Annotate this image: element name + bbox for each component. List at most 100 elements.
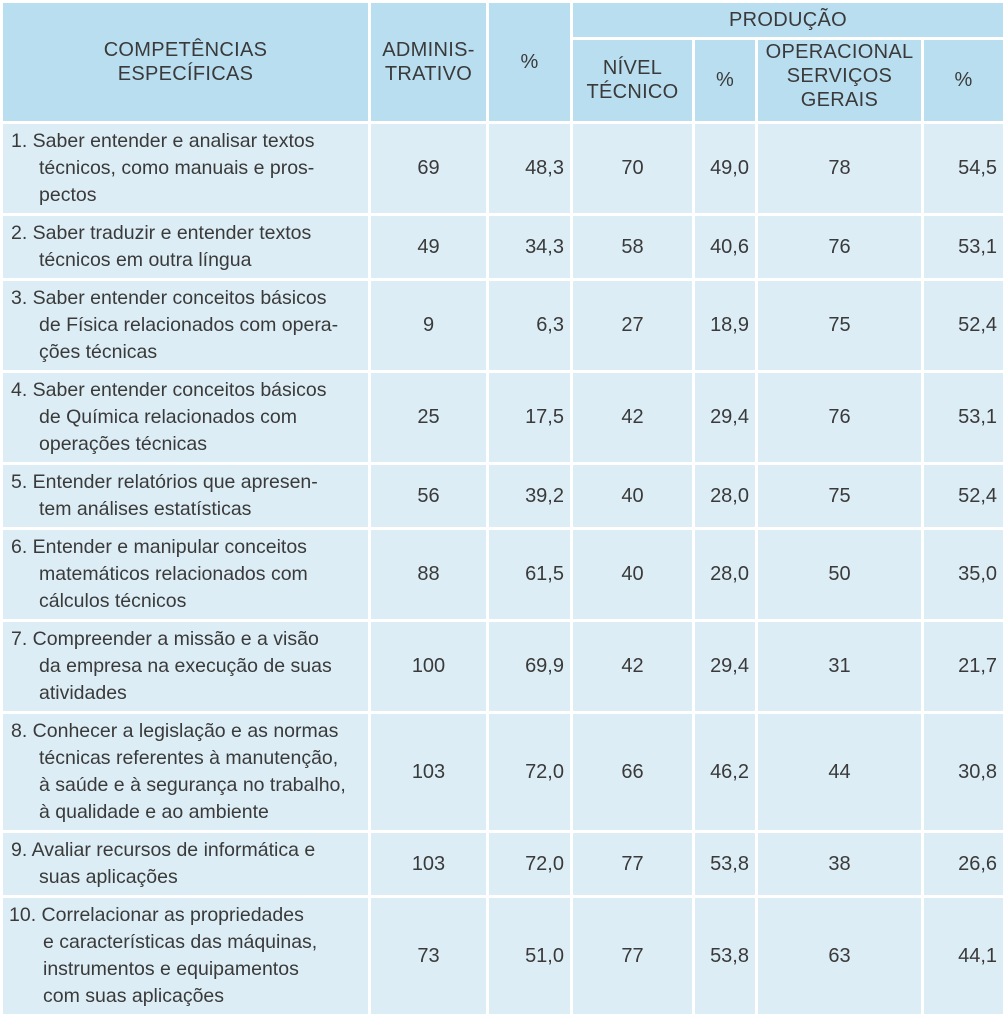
table-body: 1. Saber entender e analisar textos técni… [0, 121, 1007, 1017]
nivel-tecnico-pct: 46,2 [692, 711, 758, 833]
competencia-description-line: 6. Entender e manipular conceitos [11, 536, 307, 558]
nivel-tecnico-pct: 49,0 [692, 121, 758, 216]
nivel-tecnico-pct: 40,6 [692, 213, 758, 281]
table-row: 1. Saber entender e analisar textos técni… [0, 121, 1007, 216]
nivel-tecnico-count: 77 [570, 895, 695, 1017]
competencia-description: 2. Saber traduzir e entender textos técni… [0, 213, 371, 281]
operacional-count: 31 [755, 619, 924, 714]
nivel-tecnico-count: 27 [570, 278, 695, 373]
competencia-description: 5. Entender relatórios que apresen-tem a… [0, 462, 371, 530]
competencia-description-line: instrumentos e equipamentos [43, 958, 299, 980]
header-competencias-line-1: COMPETÊNCIAS [103, 39, 268, 61]
competencia-description-line: técnicos, como manuais e pros- [39, 157, 315, 179]
competencia-description-line: 8. Conhecer a legislação e as normas [11, 720, 339, 742]
nivel-tecnico-count: 70 [570, 121, 695, 216]
nivel-tecnico-pct: 29,4 [692, 370, 758, 465]
header-administrativo-line-1: ADMINIS- [382, 39, 475, 61]
competencia-description-line: técnicas referentes à manutenção, [39, 747, 339, 769]
competencia-description-line: e características das máquinas, [43, 931, 318, 953]
operacional-pct: 53,1 [920, 370, 1007, 465]
operacional-count: 38 [755, 830, 924, 898]
competencia-description-line: 2. Saber traduzir e entender textos [11, 222, 312, 244]
competencia-description-line: da empresa na execução de suas [39, 655, 332, 677]
administrativo-count: 88 [368, 527, 489, 622]
administrativo-pct: 72,0 [486, 711, 573, 833]
table-row: 9. Avaliar recursos de informática e suas… [0, 830, 1007, 898]
header-tec-pct: % [692, 36, 758, 125]
nivel-tecnico-pct: 18,9 [692, 278, 758, 373]
operacional-pct: 52,4 [920, 278, 1007, 373]
competencia-description-line: operações técnicas [39, 433, 208, 455]
header-op-pct: % [920, 36, 1007, 125]
nivel-tecnico-count: 77 [570, 830, 695, 898]
competencia-description-line: matemáticos relacionados com [39, 563, 308, 585]
header-operacional-line-3: GERAIS [800, 88, 879, 111]
competencia-description-line: de Química relacionados com [39, 406, 297, 428]
operacional-count: 76 [755, 370, 924, 465]
operacional-count: 76 [755, 213, 924, 281]
nivel-tecnico-pct: 53,8 [692, 830, 758, 898]
nivel-tecnico-pct: 29,4 [692, 619, 758, 714]
competencia-description: 7. Compreender a missão e a visão da empr… [0, 619, 371, 714]
table-row: 6. Entender e manipular conceitos matemát… [0, 527, 1007, 622]
administrativo-count: 103 [368, 830, 489, 898]
operacional-pct: 54,5 [920, 121, 1007, 216]
operacional-count: 63 [755, 895, 924, 1017]
competencia-description-line: 1. Saber entender e analisar textos [11, 130, 315, 152]
header-competencias: COMPETÊNCIAS ESPECÍFICAS [0, 0, 371, 124]
competencia-description-line: 7. Compreender a missão e a visão [11, 628, 319, 650]
header-operacional: OPERACIONAL SERVIÇOS GERAIS [755, 36, 924, 125]
nivel-tecnico-pct: 28,0 [692, 527, 758, 622]
administrativo-pct: 17,5 [486, 370, 573, 465]
operacional-pct: 52,4 [920, 462, 1007, 530]
competencia-description: 6. Entender e manipular conceitos matemát… [0, 527, 371, 622]
operacional-count: 75 [755, 462, 924, 530]
operacional-pct: 35,0 [920, 527, 1007, 622]
operacional-count: 44 [755, 711, 924, 833]
nivel-tecnico-count: 66 [570, 711, 695, 833]
nivel-tecnico-count: 42 [570, 619, 695, 714]
administrativo-pct: 39,2 [486, 462, 573, 530]
operacional-pct: 21,7 [920, 619, 1007, 714]
nivel-tecnico-pct: 28,0 [692, 462, 758, 530]
header-producao: PRODUÇÃO [569, 0, 1007, 40]
operacional-pct: 30,8 [920, 711, 1007, 833]
administrativo-count: 73 [368, 895, 489, 1017]
administrativo-pct: 6,3 [486, 278, 573, 373]
competencia-description-line: com suas aplicações [43, 985, 225, 1007]
nivel-tecnico-count: 40 [570, 462, 695, 530]
competencia-description: 8. Conhecer a legislação e as normas técn… [0, 711, 371, 833]
table-row: 4. Saber entender conceitos básicos de Qu… [0, 370, 1007, 465]
nivel-tecnico-pct: 53,8 [692, 895, 758, 1017]
header-operacional-line-1: OPERACIONAL [765, 40, 914, 63]
competencia-description-line: à saúde e à segurança no trabalho, [39, 774, 346, 796]
nivel-tecnico-count: 42 [570, 370, 695, 465]
header-operacional-line-2: SERVIÇOS [786, 64, 893, 87]
table-row: 8. Conhecer a legislação e as normas técn… [0, 711, 1007, 833]
header-nivel-tecnico-line-2: TÉCNICO [586, 81, 679, 104]
administrativo-count: 69 [368, 121, 489, 216]
competencia-description: 9. Avaliar recursos de informática e suas… [0, 830, 371, 898]
administrativo-count: 56 [368, 462, 489, 530]
administrativo-pct: 69,9 [486, 619, 573, 714]
table-row: 5. Entender relatórios que apresen-tem a… [0, 462, 1007, 530]
operacional-pct: 26,6 [920, 830, 1007, 898]
competencia-description: 4. Saber entender conceitos básicos de Qu… [0, 370, 371, 465]
table-row: 10. Correlacionar as propriedades e carac… [0, 895, 1007, 1017]
administrativo-count: 9 [368, 278, 489, 373]
competencia-description: 10. Correlacionar as propriedades e carac… [0, 895, 371, 1017]
table-row: 3. Saber entender conceitos básicos de Fí… [0, 278, 1007, 373]
competencia-description-line: 9. Avaliar recursos de informática e [11, 839, 316, 861]
administrativo-pct: 34,3 [486, 213, 573, 281]
nivel-tecnico-count: 40 [570, 527, 695, 622]
competencia-description-line: ções técnicas [39, 341, 158, 363]
competencia-description-line: técnicos em outra língua [39, 249, 252, 271]
operacional-count: 50 [755, 527, 924, 622]
competencia-description-line: 10. Correlacionar as propriedades [9, 904, 304, 926]
operacional-count: 78 [755, 121, 924, 216]
administrativo-count: 49 [368, 213, 489, 281]
administrativo-pct: 48,3 [486, 121, 573, 216]
competencia-description-line: suas aplicações [39, 866, 178, 888]
